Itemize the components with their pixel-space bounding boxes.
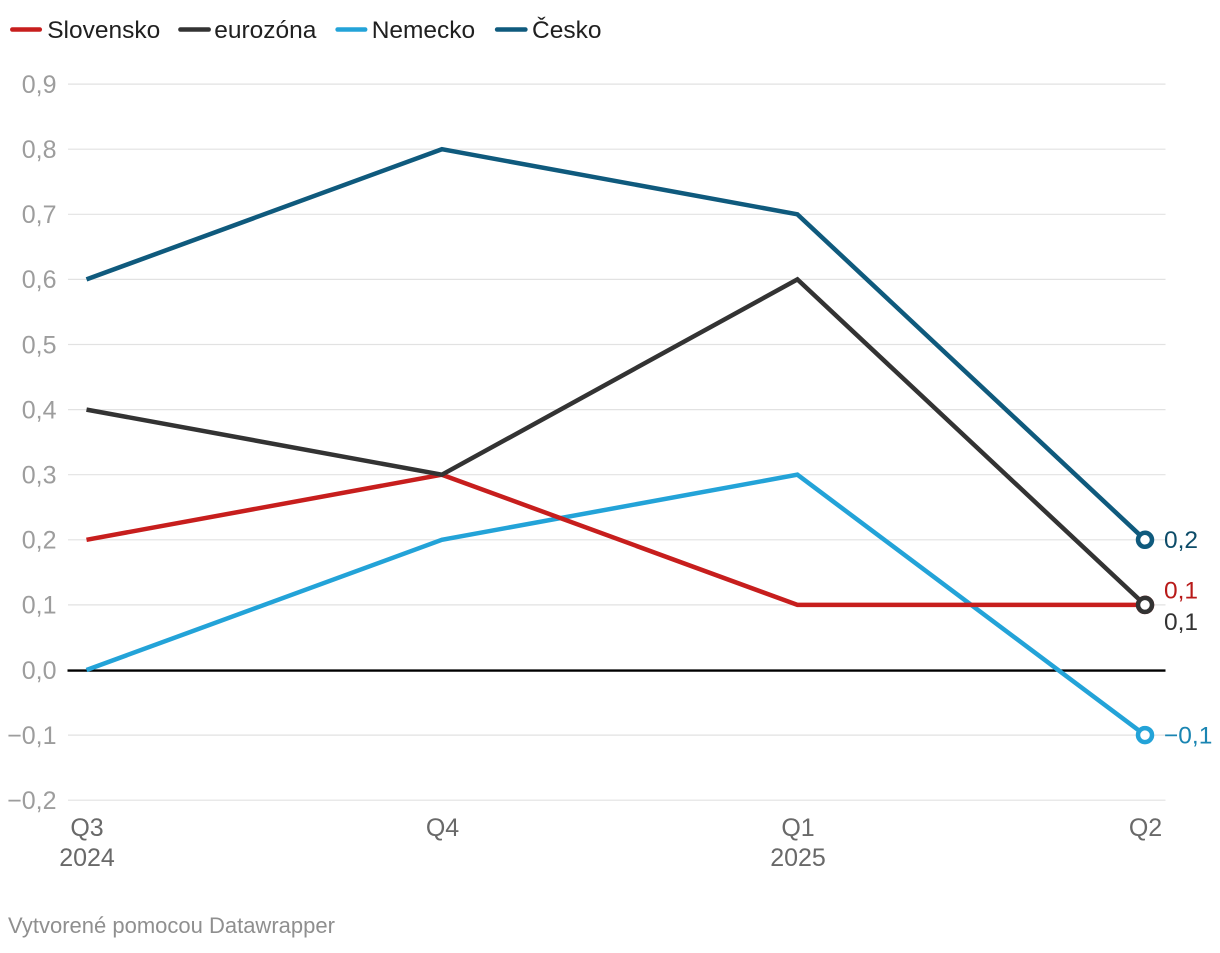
svg-text:0,2: 0,2	[22, 527, 57, 555]
svg-text:eurozóna: eurozóna	[214, 17, 317, 44]
svg-text:Česko: Česko	[532, 16, 601, 44]
svg-text:0,5: 0,5	[22, 331, 57, 359]
svg-text:0,1: 0,1	[1164, 577, 1198, 604]
svg-text:−0,1: −0,1	[7, 722, 56, 750]
svg-text:0,0: 0,0	[22, 657, 57, 685]
svg-text:0,6: 0,6	[22, 266, 57, 294]
svg-text:0,1: 0,1	[1164, 609, 1198, 636]
svg-text:0,8: 0,8	[22, 136, 57, 164]
svg-text:0,9: 0,9	[22, 71, 57, 99]
svg-text:Nemecko: Nemecko	[372, 17, 475, 44]
svg-text:−0,1: −0,1	[1164, 723, 1212, 750]
svg-text:2025: 2025	[770, 844, 826, 872]
svg-text:0,4: 0,4	[22, 396, 57, 424]
svg-text:2024: 2024	[59, 844, 115, 872]
svg-text:Q3: Q3	[70, 814, 103, 842]
svg-text:Vytvorené pomocou Datawrapper: Vytvorené pomocou Datawrapper	[8, 913, 335, 938]
svg-text:0,7: 0,7	[22, 201, 57, 229]
svg-text:−0,2: −0,2	[7, 787, 56, 815]
svg-text:0,2: 0,2	[1164, 527, 1198, 554]
svg-text:0,3: 0,3	[22, 462, 57, 490]
svg-text:Q1: Q1	[781, 814, 814, 842]
svg-text:Slovensko: Slovensko	[47, 17, 160, 44]
svg-text:Q2: Q2	[1129, 814, 1162, 842]
svg-text:Q4: Q4	[426, 814, 459, 842]
svg-text:0,1: 0,1	[22, 592, 57, 620]
